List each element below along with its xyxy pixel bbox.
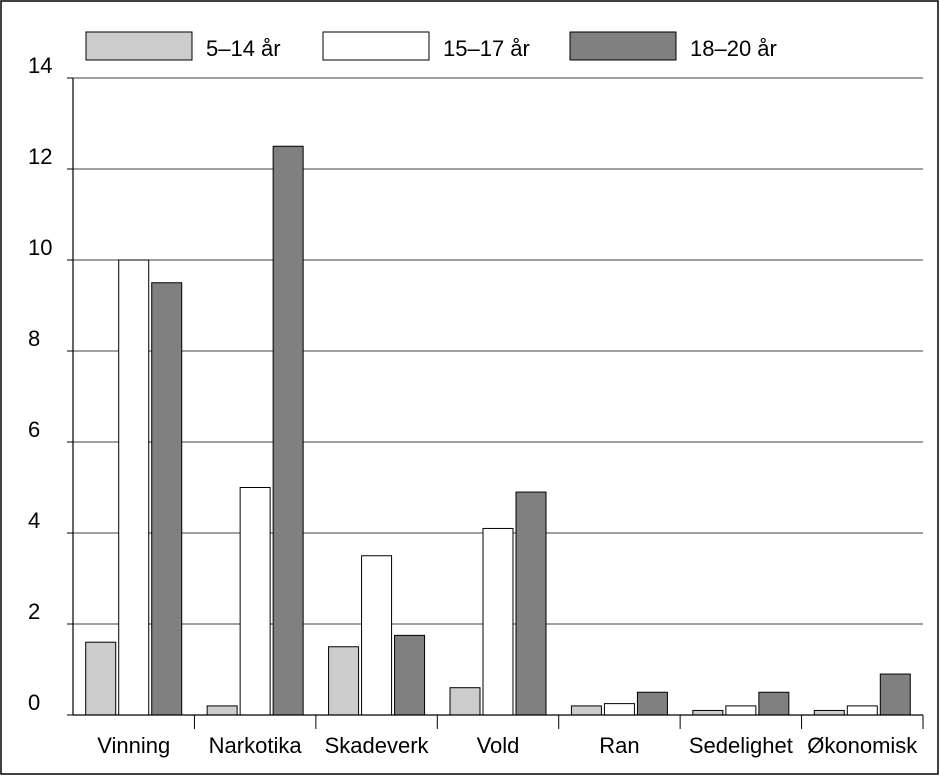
bar	[636, 691, 668, 716]
bar	[846, 705, 878, 716]
bar	[328, 646, 360, 716]
bar	[449, 687, 481, 716]
bar	[206, 705, 238, 716]
bar	[394, 634, 426, 716]
legend-swatch	[569, 31, 677, 61]
x-tick-label: Vinning	[97, 733, 170, 758]
legend-swatch	[322, 31, 430, 61]
bar	[603, 703, 635, 716]
y-tick-label: 14	[28, 53, 52, 78]
legend-swatch	[85, 31, 193, 61]
bar	[361, 555, 393, 716]
y-tick-label: 0	[28, 690, 40, 715]
bar	[692, 709, 724, 716]
bar	[239, 487, 271, 716]
bar	[118, 259, 150, 716]
y-tick-label: 10	[28, 235, 52, 260]
legend-label: 18–20 år	[690, 36, 777, 61]
x-axis: Vinning Narkotika Skadeverk Vold Ran Sedeligh…	[73, 714, 924, 758]
bar	[725, 705, 757, 716]
bar	[758, 691, 790, 716]
y-axis: 0 2 4 6 8 10 12 14	[28, 53, 74, 716]
legend: 5–14 år 15–17 år 18–20 år	[85, 31, 777, 61]
y-tick-label: 2	[28, 599, 40, 624]
bars	[85, 145, 911, 716]
bar	[272, 145, 304, 716]
x-tick-label: Narkotika	[209, 733, 303, 758]
y-tick-label: 8	[28, 326, 40, 351]
x-tick-label: Økonomisk	[807, 733, 918, 758]
y-tick-label: 12	[28, 144, 52, 169]
legend-label: 5–14 år	[206, 36, 281, 61]
x-tick-label: Ran	[599, 733, 639, 758]
bar	[85, 641, 117, 716]
bar	[570, 705, 602, 716]
y-tick-label: 6	[28, 417, 40, 442]
x-tick-label: Skadeverk	[325, 733, 430, 758]
bar	[515, 491, 547, 716]
bar	[151, 282, 183, 716]
bar	[879, 673, 911, 716]
x-tick-label: Sedelighet	[689, 733, 793, 758]
x-tick-label: Vold	[477, 733, 520, 758]
y-tick-label: 4	[28, 508, 40, 533]
bar	[482, 527, 514, 716]
legend-label: 15–17 år	[443, 36, 530, 61]
bar	[813, 709, 845, 716]
